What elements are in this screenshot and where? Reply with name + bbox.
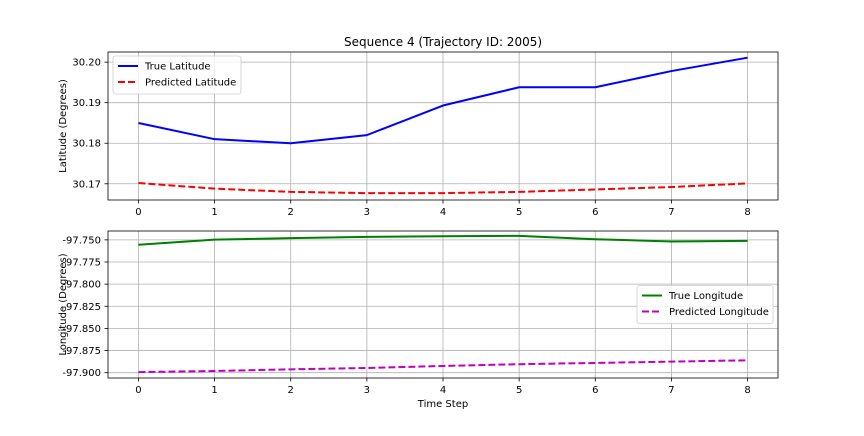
chart0-ytick-label: 30.20 <box>72 58 101 69</box>
chart0-xtick-label: 4 <box>440 207 446 218</box>
chart0-xtick-label: 6 <box>592 207 598 218</box>
chart1-ytick-label: -97.800 <box>62 280 101 291</box>
longitude-plot: 0 1 2 3 4 5 6 7 8 -97.750 -97.775 -97.800 -97.825 -97… <box>58 230 779 410</box>
chart0-xtick-label: 8 <box>744 207 750 218</box>
chart1-xtick-label: 3 <box>364 385 370 396</box>
chart0-xtick-label: 3 <box>364 207 370 218</box>
chart0-xtick-label: 2 <box>288 207 294 218</box>
chart1-ytick-label: -97.775 <box>62 257 101 268</box>
chart1-xtick-label: 6 <box>592 385 598 396</box>
chart0-xtick-label: 7 <box>668 207 674 218</box>
chart1-legend <box>636 285 774 324</box>
chart1-ytick-label: -97.850 <box>62 324 101 335</box>
chart1-series-1-line <box>138 359 748 374</box>
chart0-legend-label: True Latitude <box>144 62 211 73</box>
chart0-ytick-label: 30.17 <box>72 179 101 190</box>
chart1-legend-label: True Longitude <box>668 291 743 302</box>
chart0-xtick-label: 5 <box>516 207 522 218</box>
chart1-series-0-line <box>138 234 748 246</box>
chart0-legend-label: Predicted Latitude <box>145 78 236 89</box>
latitude-plot: 0 1 2 3 4 5 6 7 8 30.17 30.18 30.19 30.20 Sequence 4 … <box>58 35 779 218</box>
chart1-frame <box>107 230 779 379</box>
chart1-xtick-label: 4 <box>440 385 446 396</box>
chart1-ytick-label: -97.825 <box>62 302 101 313</box>
chart0-frame <box>107 51 779 201</box>
chart0-series-1-line <box>138 181 748 195</box>
chart0-ylabel: Latitude (Degrees) <box>58 79 69 173</box>
chart0-series-0-line <box>138 56 748 145</box>
chart1-xlabel: Time Step <box>417 399 468 410</box>
chart0-legend <box>112 55 242 95</box>
chart1-xtick-label: 8 <box>744 385 750 396</box>
chart1-ytick-label: -97.900 <box>62 368 101 379</box>
chart0-ytick-label: 30.19 <box>72 98 101 109</box>
chart1-ytick-label: -97.875 <box>62 346 101 357</box>
chart1-xtick-label: 2 <box>288 385 294 396</box>
chart0-title: Sequence 4 (Trajectory ID: 2005) <box>344 35 542 49</box>
chart1-legend-label: Predicted Longitude <box>669 307 769 318</box>
chart0-xtick-label: 1 <box>211 207 217 218</box>
chart1-xtick-label: 1 <box>211 385 217 396</box>
chart0-ytick-label: 30.18 <box>72 139 101 150</box>
chart1-ylabel: Longitude (Degrees) <box>58 253 69 355</box>
chart0-xtick-label: 0 <box>135 207 141 218</box>
chart1-ytick-label: -97.750 <box>62 235 101 246</box>
chart1-xtick-label: 5 <box>516 385 522 396</box>
chart1-xtick-label: 0 <box>135 385 141 396</box>
chart1-xtick-label: 7 <box>668 385 674 396</box>
